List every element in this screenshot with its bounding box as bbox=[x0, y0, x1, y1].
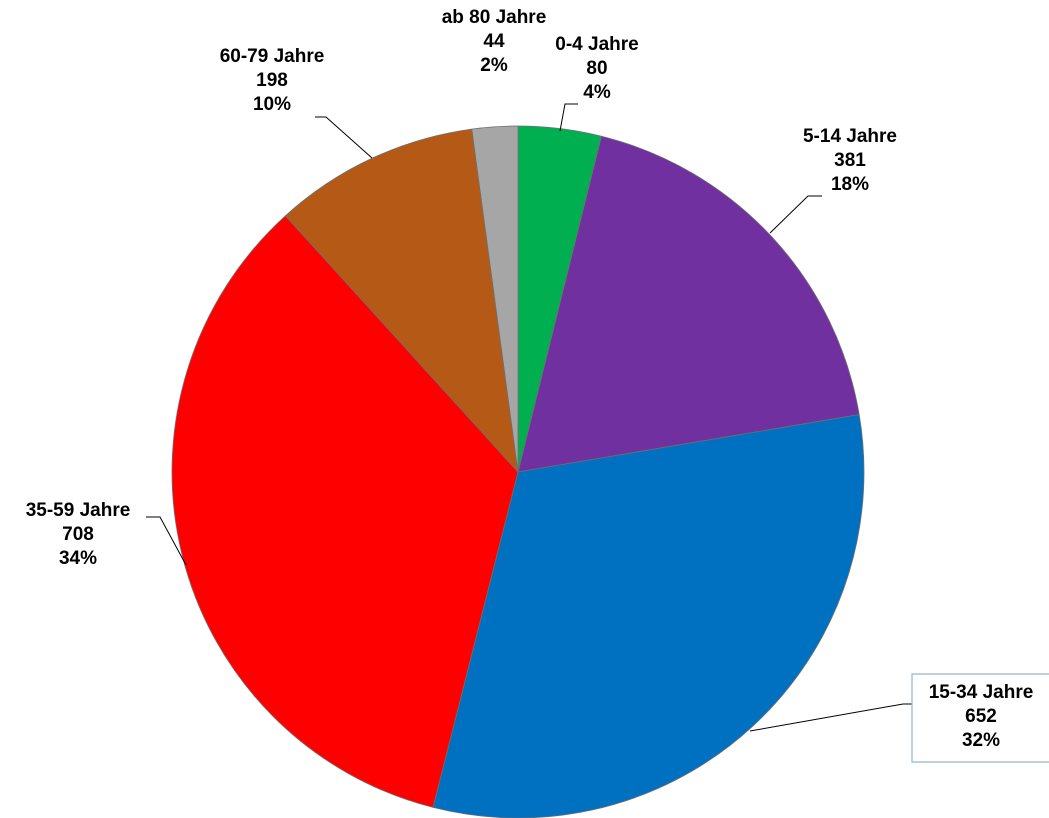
label-name-ab-80-jahre: ab 80 Jahre bbox=[442, 7, 547, 28]
leader-line-0-4-jahre bbox=[559, 103, 578, 132]
label-value-35-59-jahre: 708 bbox=[62, 524, 94, 545]
label-percent-5-14-jahre: 18% bbox=[831, 174, 869, 195]
leader-line-15-34-jahre bbox=[749, 703, 912, 732]
pie-slice-60-79-jahre bbox=[284, 128, 519, 474]
label-name-15-34-jahre: 15-34 Jahre bbox=[929, 682, 1034, 703]
data-labels: 0-4 Jahre 80 4% 5-14 Jahre 381 18% 15-34 Jahre… bbox=[26, 7, 1049, 763]
label-leader-lines bbox=[146, 103, 912, 732]
label-box-15-34-jahre bbox=[911, 673, 1049, 763]
label-percent-0-4-jahre: 4% bbox=[583, 82, 611, 103]
label-name-0-4-jahre: 0-4 Jahre bbox=[555, 34, 638, 55]
label-percent-35-59-jahre: 34% bbox=[59, 548, 97, 569]
label-percent-60-79-jahre: 10% bbox=[253, 94, 291, 115]
label-value-ab-80-jahre: 44 bbox=[483, 31, 505, 52]
label-name-35-59-jahre: 35-59 Jahre bbox=[26, 500, 131, 521]
pie-slice-35-59-jahre bbox=[171, 215, 519, 808]
pie-slices bbox=[171, 125, 865, 818]
pie-slice-5-14-jahre bbox=[517, 135, 860, 473]
label-value-5-14-jahre: 381 bbox=[834, 150, 866, 171]
label-name-60-79-jahre: 60-79 Jahre bbox=[220, 46, 325, 67]
leader-line-60-79-jahre bbox=[315, 116, 373, 159]
label-value-0-4-jahre: 80 bbox=[586, 58, 607, 79]
label-value-15-34-jahre: 652 bbox=[965, 706, 997, 727]
label-value-60-79-jahre: 198 bbox=[256, 70, 288, 91]
label-name-5-14-jahre: 5-14 Jahre bbox=[803, 126, 897, 147]
pie-slice-ab-80-jahre bbox=[471, 125, 519, 473]
label-percent-15-34-jahre: 32% bbox=[962, 730, 1000, 751]
leader-line-5-14-jahre bbox=[769, 195, 822, 234]
label-percent-ab-80-jahre: 2% bbox=[480, 55, 508, 76]
leader-line-35-59-jahre bbox=[146, 516, 187, 566]
